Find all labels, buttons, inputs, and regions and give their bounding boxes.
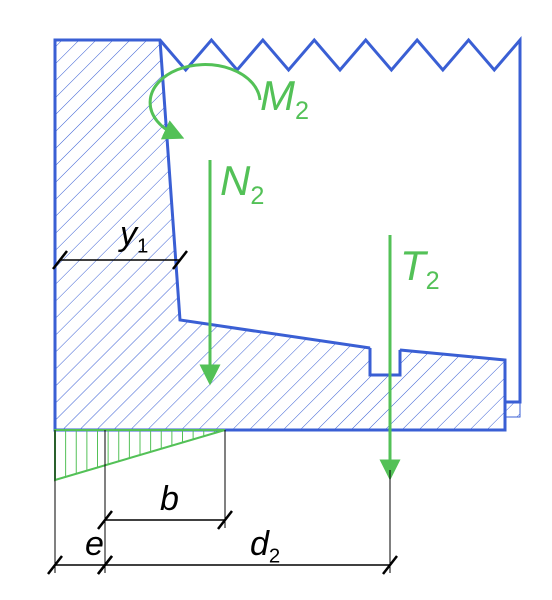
label-N: N2 xyxy=(220,157,264,210)
sleeve-gap-line xyxy=(370,348,400,375)
label-M-sub: 2 xyxy=(295,97,309,125)
label-T: T2 xyxy=(400,242,440,295)
label-d2-sub: 2 xyxy=(269,545,280,567)
label-y1-sub: 1 xyxy=(137,235,148,257)
label-e: e xyxy=(85,525,104,563)
label-b: b xyxy=(160,480,179,518)
label-M: M2 xyxy=(260,72,309,125)
label-d2: d2 xyxy=(250,525,280,567)
label-N-sub: 2 xyxy=(250,182,264,210)
dim-d2 xyxy=(98,556,397,574)
label-T-sub: 2 xyxy=(426,267,440,295)
